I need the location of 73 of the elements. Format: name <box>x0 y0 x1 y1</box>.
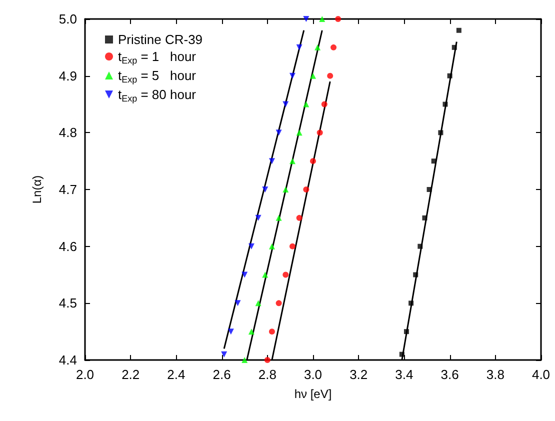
x-tick-label: 3.2 <box>350 367 368 382</box>
point <box>282 272 289 278</box>
point <box>255 300 262 306</box>
point <box>431 158 436 164</box>
x-tick-label: 2.8 <box>258 367 276 382</box>
point <box>296 44 302 50</box>
point <box>408 300 414 306</box>
point <box>404 329 409 334</box>
point <box>303 186 310 192</box>
y-tick-label: 4.4 <box>58 352 77 368</box>
x-tick-label: 4.0 <box>532 367 550 382</box>
y-tick-label: 5.0 <box>58 12 77 26</box>
point <box>319 16 326 22</box>
point <box>276 300 282 306</box>
point <box>262 272 268 278</box>
point <box>264 357 270 363</box>
point <box>442 102 448 107</box>
y-tick-label: 4.9 <box>58 68 77 84</box>
point <box>228 328 234 335</box>
point <box>289 158 296 164</box>
point <box>321 101 328 108</box>
point <box>296 214 302 221</box>
point <box>438 130 444 136</box>
point <box>399 352 404 357</box>
point <box>296 130 302 136</box>
point <box>413 272 418 278</box>
point <box>242 272 248 278</box>
point <box>282 186 289 192</box>
point <box>330 44 337 50</box>
point <box>335 16 342 22</box>
point <box>327 72 334 79</box>
point <box>303 16 310 22</box>
x-tick-label: 3.8 <box>486 367 504 382</box>
point <box>268 328 275 335</box>
point <box>289 72 296 79</box>
point <box>268 158 275 164</box>
x-tick-label: 2.2 <box>122 367 140 382</box>
point <box>310 72 316 79</box>
y-tick-label: 4.7 <box>58 182 77 197</box>
point <box>276 214 282 221</box>
point <box>276 130 282 136</box>
y-tick-label: 4.8 <box>58 125 77 140</box>
point <box>452 44 457 50</box>
point <box>268 243 275 250</box>
point <box>234 300 241 306</box>
y-axis-title: Ln(α) <box>30 175 44 204</box>
y-tick-label: 4.6 <box>58 238 77 254</box>
point <box>282 101 289 108</box>
point <box>248 243 254 250</box>
point <box>456 28 462 33</box>
x-tick-label: 2.0 <box>76 367 94 382</box>
x-axis-title: hν [eV] <box>294 387 332 401</box>
legend-label: Pristine CR-39 <box>118 32 203 47</box>
point <box>242 357 248 363</box>
point <box>426 187 432 192</box>
x-tick-label: 2.6 <box>212 367 231 382</box>
point <box>289 243 296 250</box>
point <box>221 351 228 358</box>
point <box>314 44 321 50</box>
x-tick-label: 3.0 <box>304 367 322 382</box>
point <box>248 328 254 335</box>
x-tick-label: 3.6 <box>440 367 459 382</box>
point <box>316 130 323 136</box>
point <box>310 158 316 164</box>
point <box>447 73 452 78</box>
x-tick-label: 2.4 <box>167 367 186 382</box>
point <box>255 214 262 221</box>
y-tick-label: 4.5 <box>58 296 77 311</box>
point <box>418 244 423 249</box>
point <box>303 101 310 108</box>
x-tick-label: 3.4 <box>395 367 414 382</box>
point <box>262 186 268 192</box>
point <box>422 215 428 220</box>
